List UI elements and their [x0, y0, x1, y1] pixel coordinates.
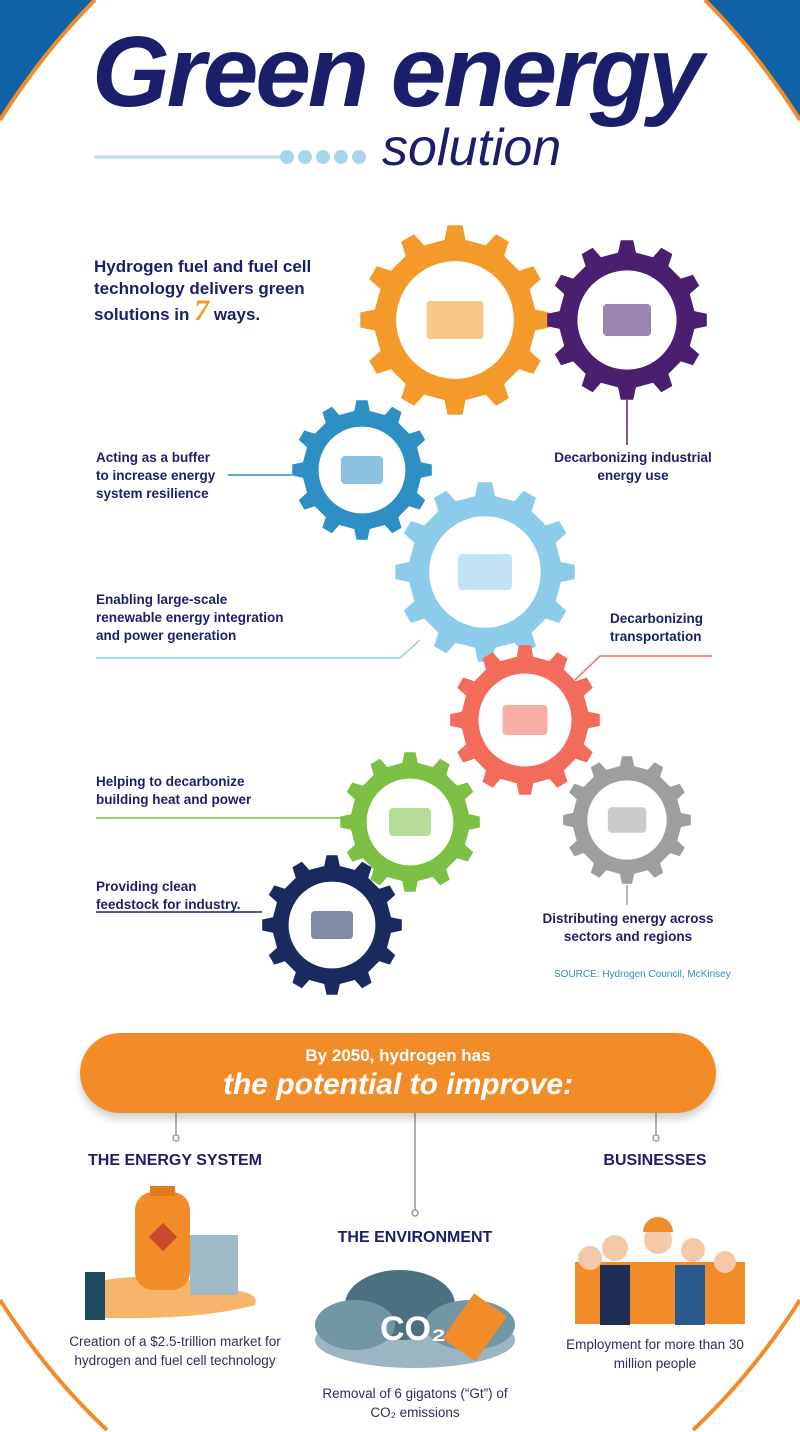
impact-text-energy: Creation of a $2.5-trillion market for h… [69, 1334, 281, 1368]
way-label-feedstock: Providing clean feedstock for industry. [96, 879, 241, 912]
intro-after: ways. [209, 305, 261, 324]
gears [262, 225, 707, 995]
workers-illustration [575, 1217, 745, 1325]
intro-text: Hydrogen fuel and fuel cell technology d… [94, 256, 354, 326]
feedstock-gear-illustration [311, 911, 353, 939]
impact-text-businesses: Employment for more than 30 million peop… [566, 1337, 744, 1371]
way-label-transportation: Decarbonizing transportation [610, 611, 704, 644]
source-note: SOURCE: Hydrogen Council, McKinsey [554, 969, 731, 980]
banner: By 2050, hydrogen has the potential to i… [80, 1033, 716, 1113]
title-dots [280, 150, 366, 164]
way-label-renewable: Enabling large-scale renewable energy in… [96, 592, 284, 643]
top-gear-illustration [426, 301, 484, 339]
building-gear-illustration [389, 808, 431, 836]
distribution-gear-illustration [607, 807, 647, 833]
page-title: Green energy [92, 16, 704, 128]
leader-lines [96, 400, 712, 1217]
way-label-building: Helping to decarbonize building heat and… [96, 774, 252, 807]
intro-number: 7 [194, 294, 210, 327]
page-subtitle: solution [382, 119, 562, 177]
hand-cylinder-illustration [85, 1186, 256, 1320]
intro-before: Hydrogen fuel and fuel cell technology d… [94, 257, 312, 324]
banner-line2: the potential to improve: [222, 1068, 573, 1101]
way-label-industrial: Decarbonizing industrial energy use [554, 450, 712, 483]
transport-gear-illustration [502, 705, 548, 735]
corner-top-left [0, 0, 95, 120]
impact-heading-businesses: BUSINESSES [603, 1152, 707, 1169]
co2-cloud-illustration: CO₂ [315, 1270, 515, 1368]
way-label-buffer: Acting as a buffer to increase energy sy… [96, 450, 216, 501]
co2-label: CO₂ [380, 1310, 446, 1348]
industrial-gear-illustration [603, 304, 651, 336]
impact-text-environment: Removal of 6 gigatons (“Gt”) of CO₂ emis… [322, 1386, 508, 1420]
corner-top-right [705, 0, 800, 120]
renewable-gear-illustration [458, 554, 512, 590]
impact-heading-energy: THE ENERGY SYSTEM [88, 1152, 262, 1169]
way-label-distributing: Distributing energy across sectors and r… [542, 911, 714, 944]
buffer-gear-illustration [341, 456, 383, 484]
impact-heading-environment: THE ENVIRONMENT [337, 1229, 493, 1246]
banner-line1: By 2050, hydrogen has [305, 1046, 491, 1065]
